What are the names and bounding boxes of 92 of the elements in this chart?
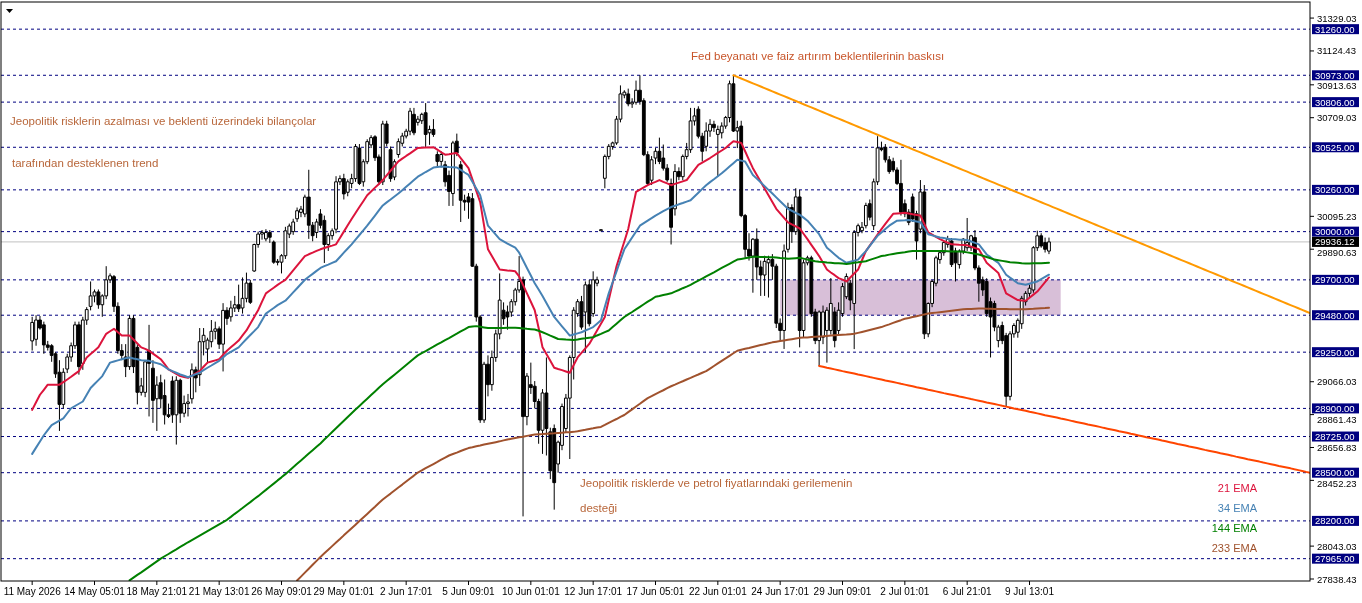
annotation: desteği bbox=[580, 502, 618, 514]
candlestick bbox=[357, 143, 362, 186]
y-tick-label: 28043.03 bbox=[1317, 540, 1357, 552]
ref-line-label: 30806.00 bbox=[1315, 96, 1355, 108]
ref-line-label: 27965.00 bbox=[1315, 553, 1355, 565]
ref-line-label: 28900.00 bbox=[1315, 402, 1355, 414]
candlestick bbox=[899, 159, 903, 217]
candlestick bbox=[1043, 237, 1047, 254]
ref-line-label: 29250.00 bbox=[1315, 346, 1355, 358]
candlestick bbox=[162, 378, 167, 425]
x-tick-label: 18 May 21:01 bbox=[126, 586, 188, 597]
candlestick bbox=[396, 137, 401, 159]
x-tick-label: 9 Jul 13:01 bbox=[1005, 586, 1055, 597]
candlestick bbox=[240, 276, 245, 315]
candlestick bbox=[552, 423, 557, 511]
x-tick-label: 17 Jun 05:01 bbox=[626, 586, 685, 597]
candlestick bbox=[221, 302, 225, 372]
annotation: tarafından desteklenen trend bbox=[12, 157, 159, 169]
candlestick bbox=[30, 316, 35, 352]
ref-line-label: 29700.00 bbox=[1315, 274, 1355, 286]
x-tick-label: 11 May 2026 bbox=[3, 586, 62, 597]
candlestick bbox=[228, 300, 233, 323]
x-tick-label: 22 Jun 01:01 bbox=[688, 586, 748, 597]
line-series bbox=[732, 74, 1310, 315]
text: 144 EMA bbox=[1211, 522, 1258, 534]
candlestick bbox=[583, 280, 588, 353]
annotation: Jeopolitik risklerin azalması ve beklenti üzerindeki bilançolar bbox=[10, 115, 317, 127]
candlestick bbox=[267, 229, 272, 244]
candlestick bbox=[341, 173, 346, 200]
candlestick bbox=[762, 255, 767, 297]
ref-line-label: 28500.00 bbox=[1315, 467, 1355, 479]
x-tick-label: 29 May 01:01 bbox=[313, 586, 375, 597]
ref-line-label: 30973.00 bbox=[1315, 69, 1355, 81]
candlestick bbox=[408, 107, 412, 136]
ref-line-label: 30260.00 bbox=[1315, 184, 1355, 196]
candlestick bbox=[271, 239, 276, 265]
y-tick-label: 28656.83 bbox=[1317, 441, 1357, 453]
candlestick bbox=[626, 88, 631, 107]
text: 34 EMA bbox=[1217, 502, 1258, 514]
y-tick-label: 27838.43 bbox=[1317, 573, 1357, 585]
y-tick-label: 28452.23 bbox=[1317, 477, 1357, 489]
candlestick bbox=[423, 102, 428, 149]
candlestick bbox=[458, 160, 463, 223]
ref-line-label: 28725.00 bbox=[1315, 431, 1355, 443]
annotation: Fed beyanatı ve faiz artırım beklentilerinin baskısı bbox=[691, 50, 945, 62]
x-tick-label: 21 May 13:01 bbox=[188, 586, 250, 597]
x-tick-label: 29 Jun 09:01 bbox=[813, 586, 872, 597]
annotation: Jeopolitik risklerde ve petrol fiyatlarındaki gerilemenin bbox=[580, 477, 853, 489]
candlestick bbox=[1039, 232, 1044, 249]
candlestick bbox=[380, 120, 385, 186]
text: 233 EMA bbox=[1211, 542, 1258, 554]
candlestick bbox=[1047, 237, 1051, 255]
x-tick-label: 24 Jun 17:01 bbox=[751, 586, 810, 597]
x-tick-label: 2 Jun 17:01 bbox=[380, 586, 433, 597]
x-tick-label: 26 May 09:01 bbox=[251, 586, 313, 597]
candlestick bbox=[345, 178, 350, 197]
y-tick-label: 31124.43 bbox=[1317, 45, 1356, 57]
ref-line-label: 30000.00 bbox=[1315, 226, 1355, 238]
candlestick bbox=[599, 228, 603, 232]
candlestick bbox=[863, 202, 868, 229]
candlestick bbox=[77, 321, 81, 376]
x-tick-label: 2 Jul 01:01 bbox=[880, 586, 930, 597]
candlestick bbox=[306, 169, 311, 240]
y-tick-label: 29890.63 bbox=[1317, 247, 1357, 259]
ref-line-label: 31260.00 bbox=[1315, 23, 1355, 35]
candlestick bbox=[264, 228, 268, 242]
y-tick-label: 30095.23 bbox=[1317, 210, 1357, 222]
x-tick-label: 12 Jun 17:01 bbox=[564, 586, 623, 597]
candlestick bbox=[715, 125, 720, 178]
ref-line-label: 30525.00 bbox=[1315, 141, 1355, 153]
ref-line-label: 29480.00 bbox=[1315, 309, 1355, 321]
x-tick-label: 10 Jun 01:01 bbox=[501, 586, 561, 597]
y-tick-label: 31329.03 bbox=[1317, 12, 1357, 24]
candlestick bbox=[412, 107, 416, 136]
line-series bbox=[818, 364, 1310, 474]
line-series bbox=[296, 306, 1050, 581]
candlestick bbox=[766, 255, 771, 299]
x-tick-label: 5 Jun 09:01 bbox=[442, 586, 496, 597]
x-tick-label: 6 Jul 21:01 bbox=[942, 586, 993, 597]
y-tick-label: 30709.03 bbox=[1317, 112, 1357, 124]
y-tick-label: 30913.63 bbox=[1317, 80, 1357, 92]
x-tick-label: 14 May 05:01 bbox=[64, 586, 126, 597]
y-tick-label: 28861.43 bbox=[1317, 413, 1357, 425]
candlestick bbox=[817, 309, 822, 367]
text: 21 EMA bbox=[1217, 482, 1258, 494]
candlestick bbox=[34, 314, 38, 347]
ref-line-label: 28200.00 bbox=[1315, 515, 1355, 527]
candlestick bbox=[174, 375, 179, 446]
ref-line-label: 29936.12 bbox=[1315, 236, 1355, 248]
line-series bbox=[128, 250, 1050, 581]
candlestick bbox=[435, 150, 440, 168]
y-tick-label: 29066.03 bbox=[1317, 376, 1357, 388]
